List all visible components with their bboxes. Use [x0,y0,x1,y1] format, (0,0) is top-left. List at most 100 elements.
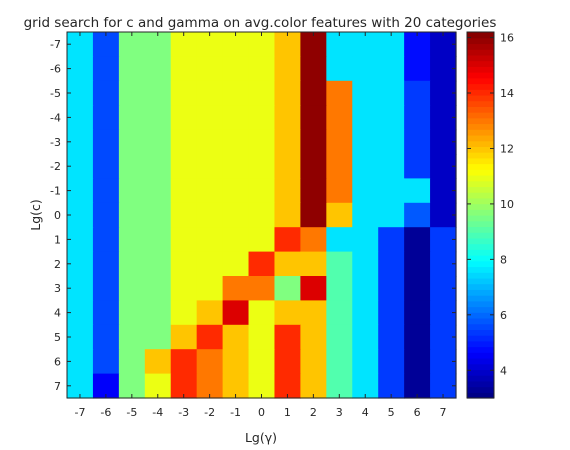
colorbar-segment [467,54,494,62]
heatmap-cell [222,300,250,326]
heatmap-cell [196,276,224,301]
heatmap-cell [118,80,146,106]
heatmap-cell [248,276,276,301]
colorbar-segment [467,37,494,45]
heatmap-cell [404,154,431,179]
heatmap-cell [326,227,353,253]
heatmap-cell [378,276,405,301]
y-tick-label: 4 [54,307,61,320]
heatmap-cell [404,32,431,57]
heatmap-cell [92,300,120,326]
heatmap-cell [326,300,353,326]
colorbar-segment [467,186,494,193]
heatmap-cell [352,129,379,155]
x-tick-label: -1 [230,406,241,419]
colorbar-tick-label: 4 [500,364,507,377]
heatmap-cell [196,32,224,57]
y-tick-label: 7 [54,380,61,393]
heatmap-cell [352,154,379,179]
colorbar-segment [467,295,494,302]
colorbar-segment [467,380,494,388]
heatmap-cell [196,251,224,277]
heatmap-cell [222,227,250,253]
y-tick-label: -5 [50,87,61,100]
heatmap-cell [170,202,198,228]
colorbar-segment [467,289,494,296]
colorbar [467,32,494,399]
x-tick-label: 0 [258,406,265,419]
colorbar-segment [467,117,494,125]
colorbar-segment [467,386,494,393]
heatmap-cell [378,105,405,131]
colorbar-ticks: 4 6 8 10 12 14 16 [467,32,514,377]
heatmap-cell [170,349,198,375]
y-tick-label: -6 [50,63,61,76]
colorbar-tick-label: 10 [500,198,514,211]
colorbar-tick-label: 16 [500,32,514,45]
heatmap-cell [222,154,250,179]
heatmap-cell [118,324,146,350]
heatmap-cell [300,349,327,375]
heatmap-cell [196,227,224,253]
x-tick-label: -3 [178,406,189,419]
colorbar-segment [467,340,494,348]
heatmap-cell [170,56,198,82]
heatmap-cell [248,105,276,131]
x-tick-label: 5 [388,406,395,419]
heatmap-cell [274,300,301,326]
heatmap-cell [248,129,276,155]
heatmap-cell [404,324,431,350]
heatmap-cell [222,129,250,155]
heatmap-cell [326,202,353,228]
colorbar-segment [467,152,494,159]
colorbar-segment [467,140,494,147]
heatmap-cell [67,154,94,179]
heatmap-cell [118,56,146,82]
colorbar-tick-label: 12 [500,142,514,155]
colorbar-segment [467,392,494,399]
colorbar-segment [467,129,494,136]
heatmap-cell [67,202,94,228]
heatmap-cell [92,276,120,301]
heatmap-cell [222,251,250,277]
colorbar-segment [467,157,494,165]
heatmap-cell [352,227,379,253]
colorbar-segment [467,363,494,371]
heatmap-cell [248,32,276,57]
colorbar-segment [467,106,494,113]
x-tick-label: 7 [440,406,447,419]
heatmap-cell [274,80,301,106]
colorbar-segment [467,100,494,107]
heatmap-cell [196,80,224,106]
heatmap-cell [300,202,327,228]
colorbar-segment [467,306,494,313]
heatmap-cell [67,129,94,155]
heatmap-cell [326,56,353,82]
y-tick-label: 1 [54,233,61,246]
heatmap-cell [92,324,120,350]
colorbar-segment [467,43,494,50]
colorbar-segment [467,146,494,153]
heatmap-cell [170,105,198,131]
colorbar-segment [467,192,494,199]
heatmap-cell [67,276,94,301]
heatmap-cell [404,227,431,253]
colorbar-segment [467,32,494,39]
heatmap-cell [274,129,301,155]
x-tick-label: 1 [284,406,291,419]
heatmap-cell [300,154,327,179]
x-tick-label: -4 [152,406,163,419]
colorbar-frame [466,31,495,399]
colorbar-tick-label: 8 [500,253,507,266]
colorbar-segment [467,266,494,273]
heatmap-cell [378,227,405,253]
heatmap-cell [222,202,250,228]
heatmap-cell [300,178,327,204]
x-tick-label: 2 [310,406,317,419]
heatmap-cell [274,349,301,375]
y-axis-ticks: -7 -6 -5 -4 -3 -2 -1 0 1 2 3 4 5 6 7 [50,38,456,393]
heatmap-cell [404,349,431,375]
x-tick-label: -7 [74,406,85,419]
heatmap-cell [92,105,120,131]
